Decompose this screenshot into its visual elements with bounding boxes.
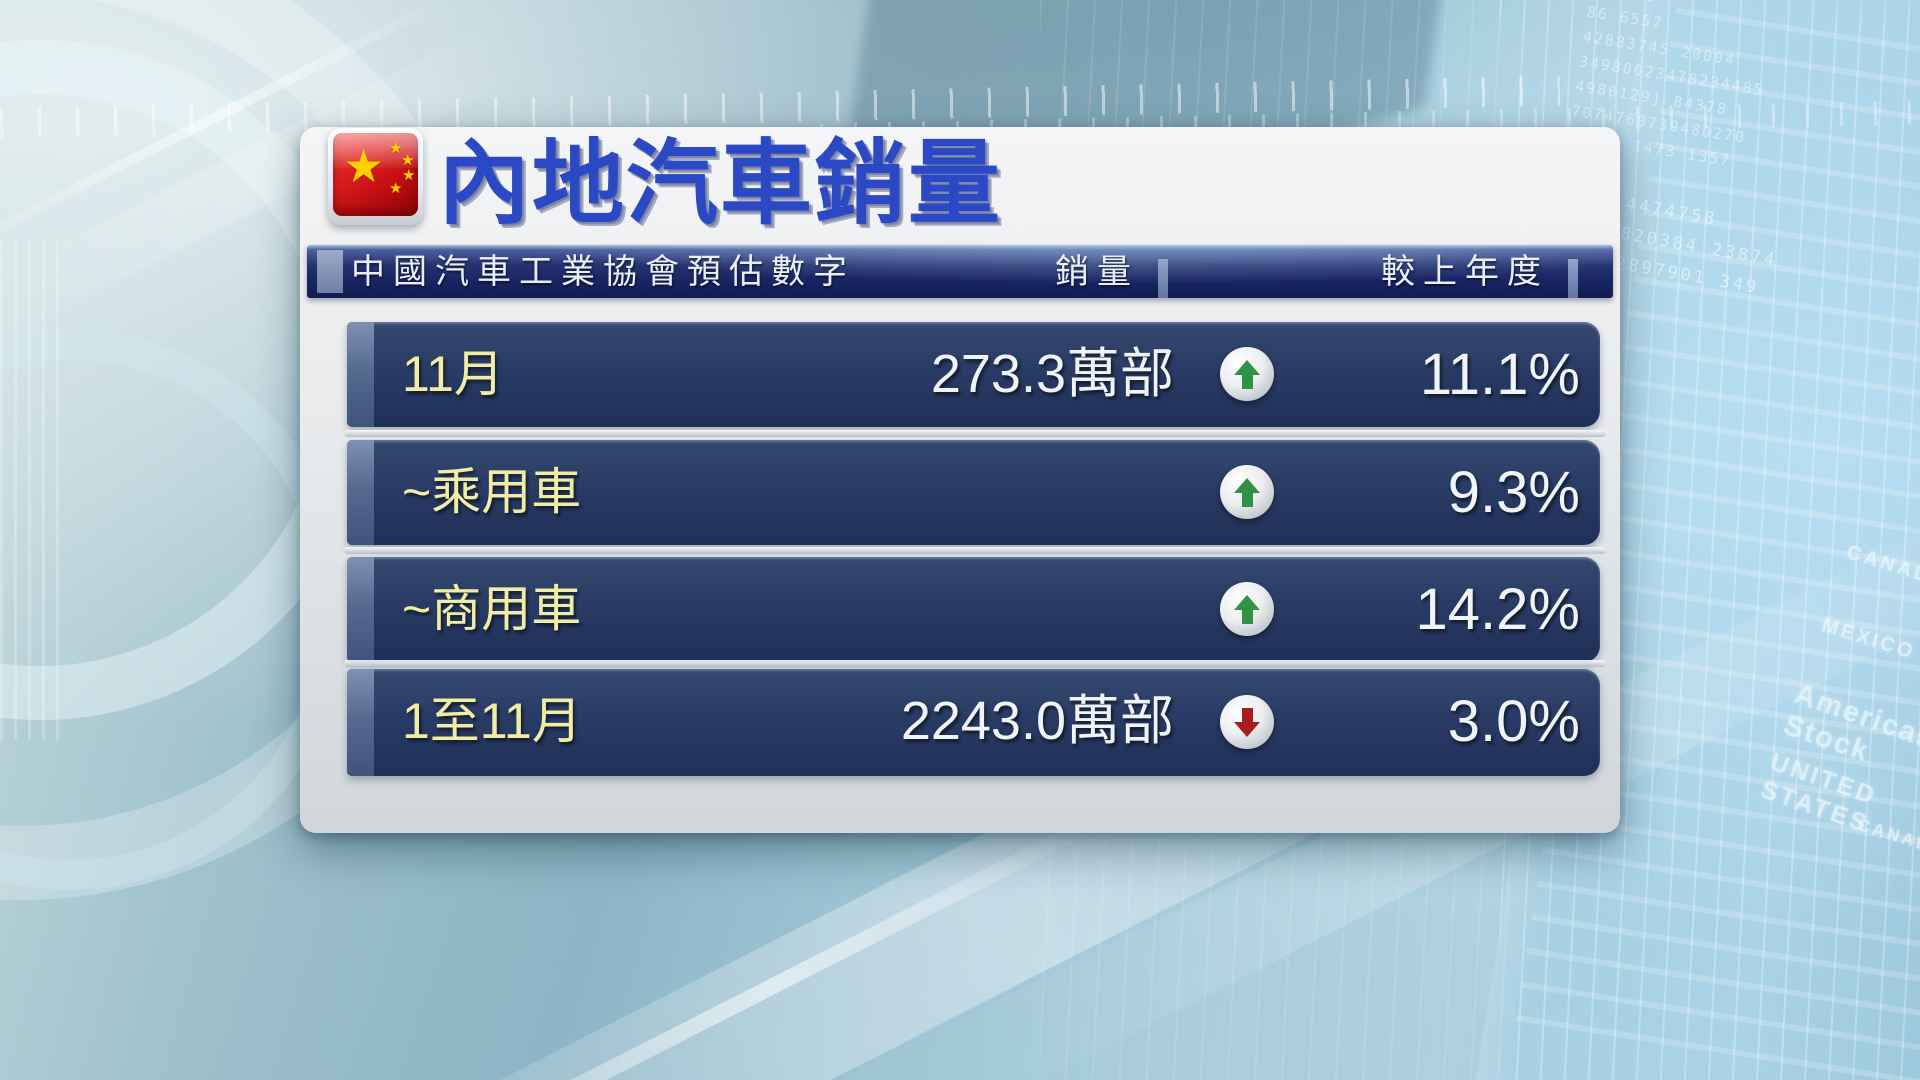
digit-line: 34980023478234485 (1577, 52, 1766, 100)
header-accent-square (317, 250, 343, 293)
down-arrow-icon (1234, 707, 1260, 737)
up-arrow-icon (1234, 594, 1260, 624)
flag-gloss (333, 133, 418, 168)
table-header-bar: 中國汽車工業協會預估數字 銷量 較上年度 (307, 245, 1613, 298)
up-arrow-icon (1234, 477, 1260, 507)
source-note: 中國汽車工業協會預估數字 (351, 253, 855, 291)
digit-line: 86 6557 (1585, 2, 1665, 33)
flag-star-icon: ★ (343, 140, 385, 192)
digit-line: 179079 (1589, 0, 1920, 56)
china-flag-icon: ★ ★ ★ ★ ★ (328, 128, 423, 225)
digit-line: 4980129] 84378 (1573, 76, 1730, 119)
digit-line: 2897901 349 (1613, 253, 1761, 299)
row-divider (344, 660, 1606, 667)
column-divider (1158, 259, 1168, 298)
column-header-sales: 銷量 (1055, 253, 1139, 291)
flag-star-icon: ★ (389, 180, 403, 197)
trend-badge (1220, 695, 1274, 749)
row-label: ~商用車 (402, 581, 582, 637)
flag-star-icon: ★ (401, 152, 415, 169)
row-accent-cap (347, 557, 374, 662)
row-sales-value: 273.3萬部 (930, 344, 1174, 404)
row-yoy-change: 9.3% (1447, 460, 1580, 525)
table-row: 1至11月 2243.0萬部 3.0% (347, 669, 1600, 776)
flag-star-icon: ★ (389, 140, 403, 157)
row-yoy-change: 11.1% (1419, 342, 1580, 407)
table-row: ~乘用車 9.3% (347, 440, 1600, 545)
trend-badge (1220, 582, 1274, 636)
info-panel: ★ ★ ★ ★ ★ 內地汽車銷量 中國汽車工業協會預估數字 銷量 較上年度 11… (300, 127, 1620, 833)
arc-ring-small (0, 330, 350, 890)
flag-star-icon: ★ (402, 167, 416, 184)
row-label: 1至11月 (402, 693, 582, 749)
trend-badge (1220, 465, 1274, 519)
row-accent-cap (347, 322, 374, 427)
row-divider (344, 547, 1606, 554)
up-arrow-icon (1234, 359, 1260, 389)
row-label: ~乘用車 (402, 464, 582, 520)
row-accent-cap (347, 440, 374, 545)
table-row: ~商用車 14.2% (347, 557, 1600, 662)
digit-stream: 4474758 820384 23874 2897901 349 (1613, 189, 1920, 337)
column-divider (1568, 259, 1578, 298)
row-accent-cap (347, 669, 374, 776)
region-label: MEXICO (1819, 614, 1919, 664)
table-row: 11月 273.3萬部 11.1% (347, 322, 1600, 427)
digit-line: 4474758 (1624, 194, 1719, 230)
page-title: 內地汽車銷量 (438, 133, 1003, 235)
trend-badge (1220, 347, 1274, 401)
digit-line: 7074760739480270 (1570, 101, 1748, 147)
row-yoy-change: 14.2% (1415, 577, 1580, 642)
row-yoy-change: 3.0% (1447, 689, 1580, 754)
flag-field: ★ ★ ★ ★ ★ (333, 133, 418, 216)
pinstripes (0, 240, 70, 740)
region-label: CANADA (1844, 541, 1920, 593)
column-header-yoy: 較上年度 (1381, 253, 1549, 291)
digit-line: 42883745 20004 (1581, 27, 1738, 70)
row-label: 11月 (402, 346, 504, 402)
row-sales-value: 2243.0萬部 (900, 691, 1174, 751)
row-divider (344, 430, 1606, 437)
digit-line: 820384 23874 (1618, 223, 1779, 271)
